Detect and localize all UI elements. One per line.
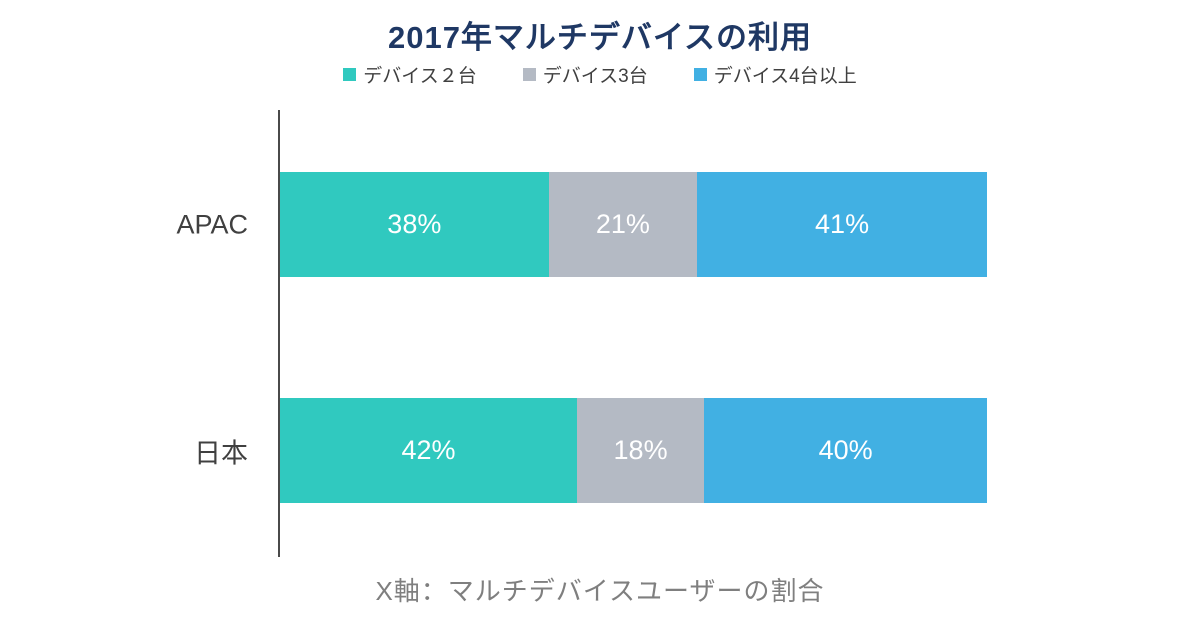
bar-segment-row1-series2: 40% bbox=[704, 398, 987, 503]
bar-segment-row0-series1: 21% bbox=[548, 172, 698, 277]
stacked-bar-chart: APAC 38% 21% 41% 日本 42% 18% 40% bbox=[176, 110, 987, 557]
bar-segment-row0-series0: 38% bbox=[280, 172, 549, 277]
segment-value-label: 38% bbox=[387, 209, 442, 239]
legend-swatch-icon-2 bbox=[693, 68, 707, 81]
chart-legend: デバイス２台 デバイス3台 デバイス4台以上 bbox=[0, 61, 1200, 88]
bar-segments-japan: 42% 18% 40% bbox=[280, 398, 987, 503]
legend-item-0: デバイス２台 bbox=[343, 61, 477, 88]
category-label-japan: 日本 bbox=[194, 438, 248, 468]
legend-item-1: デバイス3台 bbox=[522, 61, 648, 88]
segment-value-label: 40% bbox=[818, 435, 873, 465]
legend-swatch-icon-0 bbox=[343, 68, 357, 81]
x-axis-note: X軸：マルチデバイスユーザーの割合 bbox=[375, 576, 825, 606]
segment-value-label: 18% bbox=[613, 435, 668, 465]
bar-row-japan: 日本 42% 18% 40% bbox=[194, 398, 987, 503]
bar-segment-row0-series2: 41% bbox=[697, 172, 987, 277]
bar-segment-row1-series1: 18% bbox=[576, 398, 705, 503]
segment-value-label: 41% bbox=[815, 209, 870, 239]
segment-value-label: 21% bbox=[595, 209, 650, 239]
legend-label-1: デバイス3台 bbox=[542, 66, 648, 87]
bar-row-apac: APAC 38% 21% 41% bbox=[176, 172, 987, 277]
legend-label-0: デバイス２台 bbox=[363, 66, 477, 87]
segment-value-label: 42% bbox=[401, 435, 456, 465]
legend-swatch-icon-1 bbox=[522, 68, 536, 81]
category-label-apac: APAC bbox=[176, 209, 248, 239]
legend-item-2: デバイス4台以上 bbox=[693, 61, 857, 88]
chart-title: 2017年マルチデバイスの利用 bbox=[387, 20, 813, 55]
bar-segment-row1-series0: 42% bbox=[280, 398, 577, 503]
legend-label-2: デバイス4台以上 bbox=[713, 66, 857, 87]
bar-segments-apac: 38% 21% 41% bbox=[280, 172, 987, 277]
